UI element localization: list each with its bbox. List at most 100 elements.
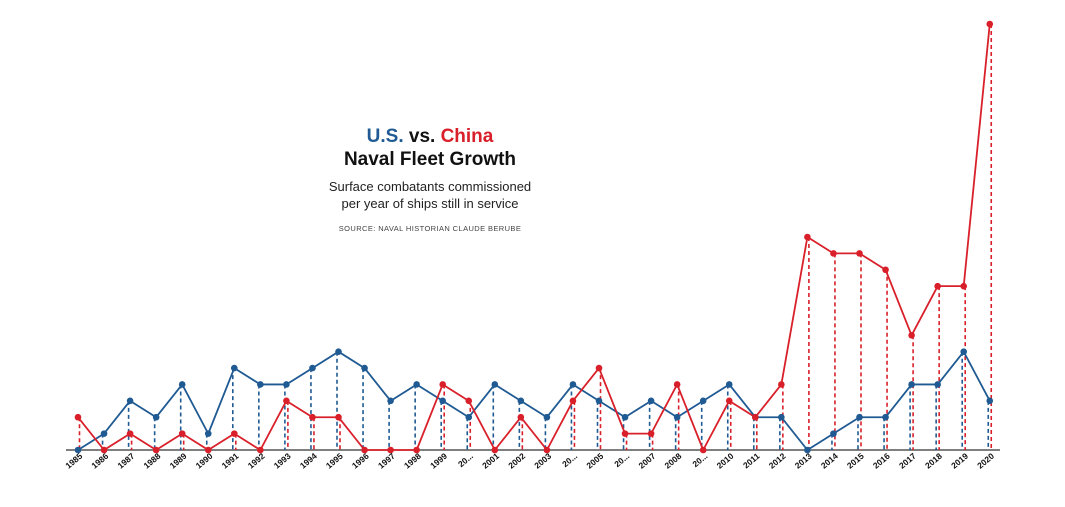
china-data-point [804, 233, 811, 241]
x-tick-label: 2002 [506, 451, 527, 471]
chart-title-line2: Naval Fleet Growth [343, 149, 517, 170]
china-data-point [283, 397, 290, 405]
china-data-point [100, 446, 108, 454]
china-data-point [986, 20, 994, 28]
us-data-point [595, 397, 603, 405]
us-data-point [335, 348, 342, 355]
us-data-point [543, 413, 551, 421]
china-data-point [439, 381, 447, 388]
us-data-point [178, 381, 186, 388]
china-data-point [673, 381, 681, 388]
x-tick-label: 2005 [584, 451, 605, 471]
x-tick-label: 1990 [194, 451, 215, 471]
china-data-point [257, 446, 264, 454]
us-data-point [74, 446, 82, 454]
subtitle-line2: per year of ships still in service [341, 196, 519, 211]
us-data-point [934, 381, 941, 388]
us-data-point [725, 381, 733, 388]
x-tick-label: 2018 [923, 451, 944, 471]
us-data-point [283, 381, 290, 388]
china-data-point [960, 282, 967, 290]
x-tick-label: 1991 [220, 451, 241, 471]
x-tick-label: 20... [456, 451, 475, 469]
us-data-point [830, 430, 837, 437]
us-data-point [439, 397, 447, 405]
china-data-point [595, 364, 603, 372]
x-tick-label: 20... [690, 451, 709, 469]
us-data-point [309, 364, 316, 372]
us-data-point [257, 381, 264, 388]
china-data-point [778, 381, 785, 388]
x-tick-label: 2010 [715, 451, 736, 471]
china-data-point [830, 250, 837, 257]
china-data-point [204, 446, 212, 454]
us-data-point [908, 381, 915, 388]
x-tick-label: 2011 [741, 451, 762, 471]
china-data-point [231, 430, 238, 437]
china-data-point [517, 413, 525, 421]
us-data-point [778, 413, 785, 421]
china-data-point [491, 446, 499, 454]
x-tick-label: 2019 [949, 451, 970, 471]
china-data-point [934, 282, 941, 290]
us-series-line [77, 350, 991, 451]
china-data-point [152, 446, 160, 454]
us-data-point [856, 413, 863, 421]
china-data-point [856, 250, 863, 257]
x-tick-label: 2007 [636, 451, 657, 471]
x-tick-label: 2001 [480, 451, 501, 471]
china-data-point [309, 413, 316, 421]
us-data-point [986, 397, 994, 405]
us-data-point [413, 381, 420, 388]
x-tick-label: 2017 [897, 451, 918, 471]
x-tick-label: 1993 [272, 451, 293, 471]
china-data-point [335, 413, 342, 421]
subtitle-line1: Surface combatants commissioned [328, 179, 532, 194]
x-tick-label: 2016 [871, 451, 892, 471]
x-tick-label: 1988 [142, 451, 163, 471]
x-tick-label: 2013 [793, 451, 814, 471]
x-tick-label: 20... [612, 451, 631, 469]
x-tick-label: 1994 [298, 451, 319, 471]
x-tick-label: 2012 [767, 451, 788, 471]
us-data-point [569, 381, 577, 388]
us-data-point [804, 446, 811, 454]
us-data-point [960, 348, 967, 355]
china-data-point [361, 446, 368, 454]
x-tick-label: 1999 [428, 451, 449, 471]
chart-subtitle: Surface combatants commissioned per year… [300, 178, 560, 212]
us-data-point [699, 397, 707, 405]
us-data-point [152, 413, 160, 421]
china-data-point [882, 266, 889, 274]
china-data-point [74, 413, 82, 421]
x-tick-label: 1997 [376, 451, 397, 471]
source-note: SOURCE: NAVAL HISTORIAN CLAUDE BERUBE [338, 224, 522, 233]
china-data-point [908, 332, 915, 339]
china-data-point [725, 397, 733, 405]
us-data-point [361, 364, 368, 372]
china-data-point [543, 446, 551, 454]
x-tick-label: 1995 [324, 451, 345, 471]
x-tick-label: 2015 [845, 451, 866, 471]
x-tick-label: 1989 [168, 451, 189, 471]
x-tick-label: 2003 [532, 451, 553, 471]
china-data-point [621, 430, 629, 437]
us-data-point [882, 413, 889, 421]
x-tick-label: 2008 [663, 451, 684, 471]
us-data-point [647, 397, 655, 405]
china-data-point [126, 430, 134, 437]
us-data-point [517, 397, 525, 405]
china-data-point [569, 397, 577, 405]
x-tick-label: 2020 [975, 451, 996, 471]
us-data-point [387, 397, 394, 405]
x-tick-label: 2014 [819, 451, 840, 471]
x-tick-label: 1992 [246, 451, 267, 471]
title-block: U.S. vs. China Naval Fleet Growth Surfac… [300, 126, 560, 233]
x-tick-label: 1987 [115, 451, 136, 471]
us-data-point [465, 413, 473, 421]
title-us: U.S. [366, 126, 404, 147]
china-data-point [647, 430, 655, 437]
china-data-point [387, 446, 394, 454]
